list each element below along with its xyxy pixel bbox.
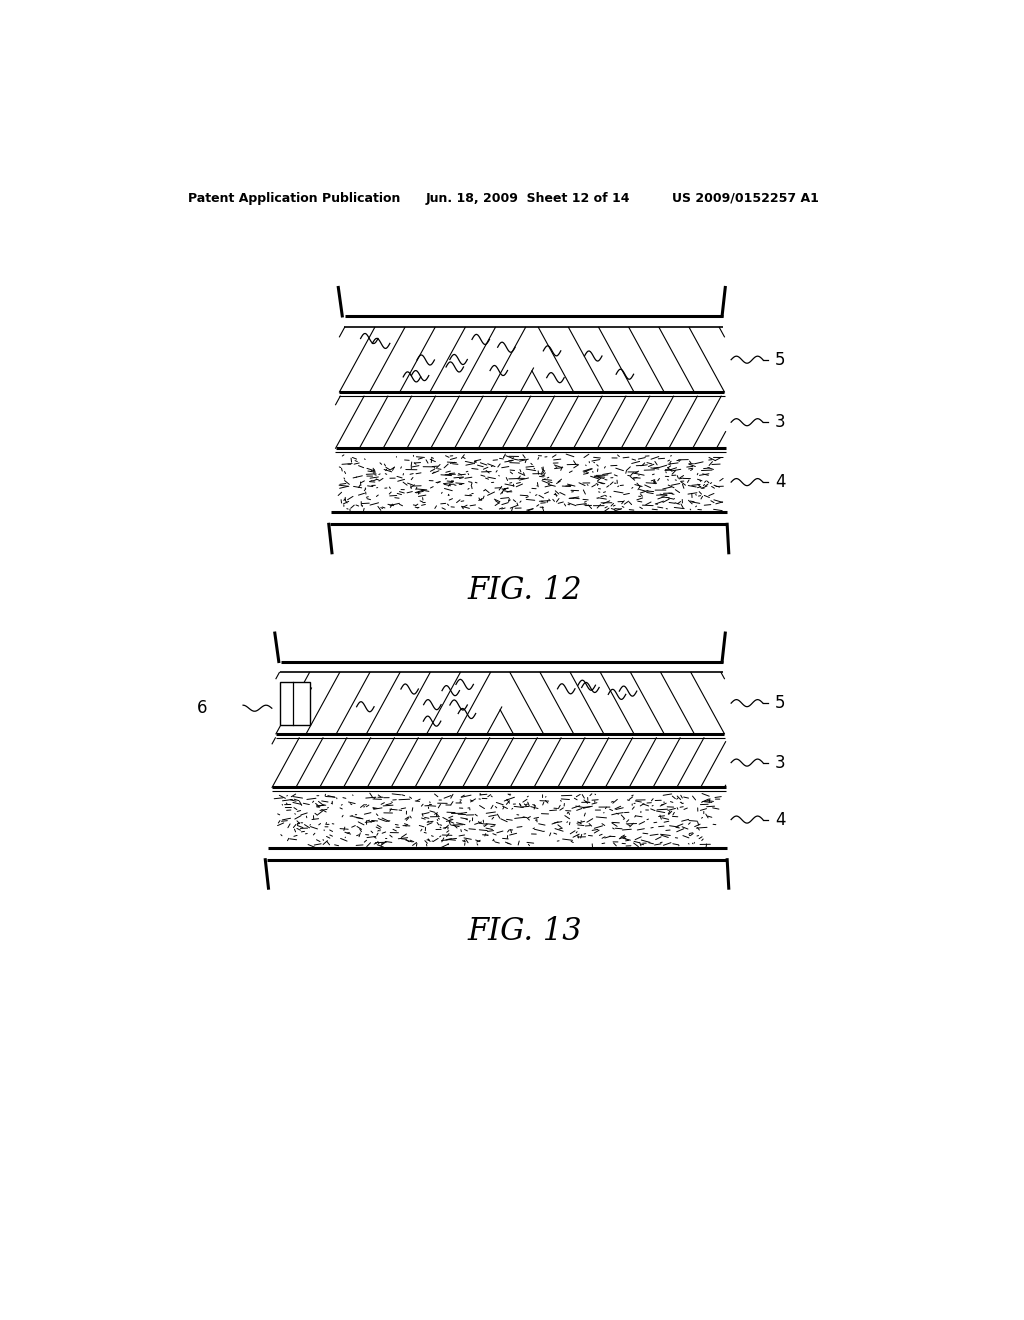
Text: Patent Application Publication: Patent Application Publication [187, 191, 400, 205]
Text: US 2009/0152257 A1: US 2009/0152257 A1 [672, 191, 818, 205]
Text: 4: 4 [775, 473, 785, 491]
Text: FIG. 13: FIG. 13 [468, 916, 582, 946]
Text: FIG. 12: FIG. 12 [468, 576, 582, 606]
Text: 4: 4 [775, 810, 785, 829]
Polygon shape [280, 681, 310, 725]
Text: 6: 6 [197, 700, 207, 717]
Text: 5: 5 [775, 351, 785, 368]
Text: 3: 3 [775, 413, 785, 432]
Text: 3: 3 [775, 754, 785, 772]
Text: Jun. 18, 2009  Sheet 12 of 14: Jun. 18, 2009 Sheet 12 of 14 [426, 191, 630, 205]
Text: 5: 5 [775, 694, 785, 711]
